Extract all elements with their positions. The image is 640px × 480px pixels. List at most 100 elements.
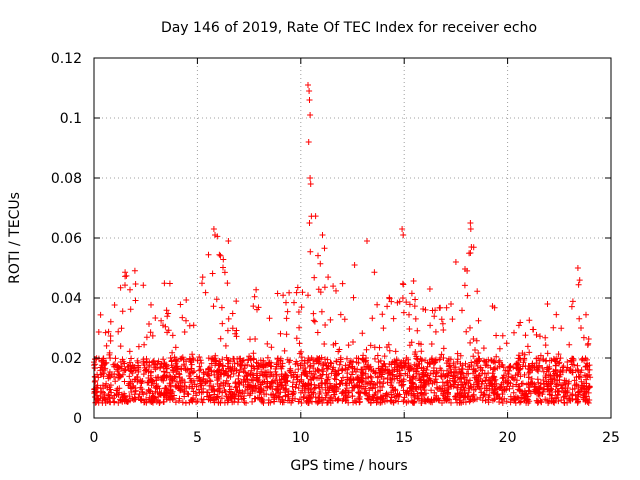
- x-tick-label: 20: [499, 430, 517, 446]
- y-tick-label: 0.02: [51, 351, 82, 367]
- data-point: [418, 348, 425, 355]
- data-point: [95, 374, 102, 381]
- data-point: [375, 373, 381, 380]
- data-point: [160, 374, 166, 381]
- data-point: [330, 283, 337, 290]
- data-point: [400, 387, 407, 394]
- data-point: [447, 362, 453, 369]
- data-point: [158, 317, 165, 324]
- data-point: [305, 387, 312, 394]
- data-point: [100, 370, 107, 377]
- data-point: [294, 284, 301, 291]
- data-point: [439, 379, 446, 386]
- data-point: [414, 392, 421, 399]
- data-point: [216, 251, 223, 258]
- data-point: [552, 395, 559, 402]
- data-point: [160, 356, 167, 363]
- data-point: [372, 370, 378, 377]
- data-point: [276, 393, 283, 400]
- data-point: [384, 303, 391, 310]
- data-point: [199, 280, 205, 287]
- data-point: [269, 385, 276, 392]
- data-point: [252, 336, 259, 342]
- data-point: [350, 339, 356, 345]
- data-point: [576, 277, 583, 284]
- data-point: [126, 393, 133, 400]
- data-point: [514, 371, 521, 378]
- data-point: [422, 390, 429, 397]
- data-point: [421, 379, 428, 386]
- data-point: [333, 358, 340, 365]
- data-point: [555, 387, 562, 394]
- data-point: [440, 345, 447, 352]
- data-point: [462, 360, 469, 367]
- data-point: [128, 355, 135, 362]
- data-point: [351, 262, 358, 268]
- data-point: [270, 373, 277, 380]
- data-point: [411, 303, 418, 310]
- data-point: [225, 397, 231, 404]
- data-point: [403, 299, 410, 306]
- data-point: [544, 386, 551, 393]
- data-point: [146, 321, 152, 327]
- data-point: [187, 375, 194, 382]
- data-point: [233, 383, 240, 390]
- data-point: [564, 385, 571, 391]
- chart-title: Day 146 of 2019, Rate Of TEC Index for r…: [161, 20, 537, 36]
- data-point: [258, 368, 265, 375]
- data-point: [332, 372, 339, 379]
- data-point: [118, 325, 125, 332]
- data-point: [388, 391, 395, 398]
- data-point: [341, 316, 348, 323]
- data-point: [264, 380, 271, 387]
- data-point: [504, 380, 511, 387]
- data-point: [147, 329, 154, 336]
- data-point: [433, 356, 439, 363]
- data-point: [550, 324, 557, 331]
- data-point: [565, 395, 572, 402]
- data-point: [241, 399, 248, 406]
- data-point: [137, 384, 144, 391]
- data-point: [229, 310, 236, 317]
- data-point: [365, 374, 372, 381]
- data-point: [189, 351, 196, 358]
- data-point: [317, 389, 324, 395]
- data-point: [345, 342, 352, 349]
- data-point: [519, 363, 526, 370]
- data-point: [412, 296, 419, 303]
- data-point: [162, 385, 169, 391]
- data-point: [110, 395, 116, 402]
- data-point: [555, 398, 562, 405]
- data-point: [533, 360, 540, 366]
- data-point: [473, 337, 480, 344]
- data-point: [196, 374, 203, 381]
- data-point: [217, 252, 224, 259]
- data-point: [235, 392, 242, 399]
- data-point: [250, 356, 257, 363]
- data-point: [283, 315, 290, 322]
- data-point: [223, 354, 230, 361]
- data-point: [231, 398, 238, 405]
- data-point: [128, 368, 135, 375]
- data-point: [297, 389, 304, 396]
- data-point: [517, 319, 524, 326]
- data-point: [481, 370, 488, 377]
- data-point: [229, 325, 236, 332]
- data-point: [389, 359, 396, 366]
- data-point: [470, 391, 477, 398]
- data-point: [316, 356, 322, 363]
- data-point: [412, 394, 419, 401]
- data-point: [285, 393, 292, 400]
- data-point: [363, 346, 370, 353]
- data-point: [465, 380, 472, 387]
- data-point: [250, 303, 257, 310]
- data-point: [161, 368, 167, 375]
- data-point: [298, 348, 305, 355]
- data-point: [375, 388, 381, 395]
- data-point: [209, 270, 216, 277]
- data-point: [265, 369, 271, 375]
- data-point: [175, 382, 182, 389]
- data-point: [452, 396, 459, 403]
- data-point: [181, 329, 188, 335]
- data-point: [560, 381, 566, 388]
